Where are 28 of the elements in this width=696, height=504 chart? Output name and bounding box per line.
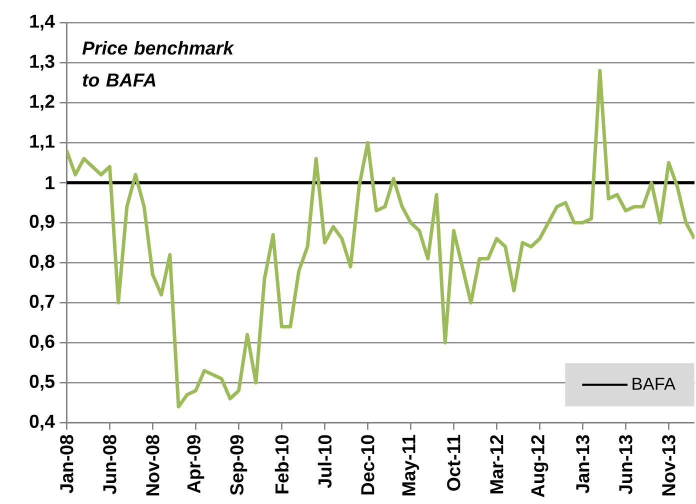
y-tick-label: 1,4 <box>30 14 55 31</box>
x-tick-label: Nov-13 <box>662 435 676 496</box>
y-tick-label: 1,2 <box>30 94 54 111</box>
x-tick-label: Jun-08 <box>103 434 116 494</box>
y-tick-label: 0,4 <box>30 414 55 431</box>
x-tick-label: Oct-11 <box>447 434 460 491</box>
y-tick-label: 0,9 <box>30 214 54 231</box>
x-tick-label: Dec-10 <box>361 435 374 494</box>
x-tick-label: Jul-10 <box>318 435 332 488</box>
x-tick-label: Jan-08 <box>60 434 74 494</box>
y-tick-label: 1,1 <box>30 134 54 151</box>
y-tick-label: 1,3 <box>30 54 54 71</box>
x-tick-label: Jan-13 <box>576 435 590 494</box>
x-tick-label: Apr-09 <box>187 435 204 494</box>
legend-label: BAFA <box>632 378 676 390</box>
x-tick-label: Mar-12 <box>490 435 504 494</box>
y-tick-label: 0,6 <box>30 334 54 351</box>
x-tick-label: Sep-09 <box>230 435 248 496</box>
text: Price benchmark to BAFA <box>82 40 234 87</box>
y-tick-label: 0,5 <box>30 374 54 391</box>
x-tick-label: Aug-12 <box>531 435 548 498</box>
x-tick-label: Feb-10 <box>274 435 289 494</box>
y-tick-label: 1 <box>46 176 54 190</box>
y-tick-label: 0,7 <box>30 294 54 311</box>
x-tick-label: Nov-08 <box>146 434 160 496</box>
x-tick-label: Jun-13 <box>619 435 632 494</box>
x-tick-label: May-11 <box>402 434 420 496</box>
y-tick-label: 0,8 <box>30 254 54 271</box>
